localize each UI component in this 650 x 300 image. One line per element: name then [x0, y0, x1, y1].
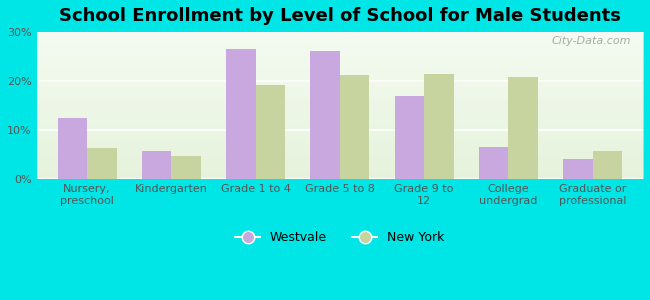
- Bar: [172, 156, 201, 179]
- Bar: [142, 151, 172, 179]
- Bar: [255, 85, 285, 179]
- Text: City-Data.com: City-Data.com: [551, 37, 631, 46]
- Bar: [479, 147, 508, 179]
- Bar: [58, 118, 87, 179]
- Bar: [340, 75, 369, 179]
- Legend: Westvale, New York: Westvale, New York: [230, 226, 450, 249]
- Bar: [226, 49, 255, 179]
- Bar: [87, 148, 116, 179]
- Bar: [593, 151, 622, 179]
- Bar: [424, 74, 454, 179]
- Bar: [310, 51, 340, 179]
- Bar: [508, 77, 538, 179]
- Bar: [395, 96, 424, 179]
- Title: School Enrollment by Level of School for Male Students: School Enrollment by Level of School for…: [59, 7, 621, 25]
- Bar: [563, 159, 593, 179]
